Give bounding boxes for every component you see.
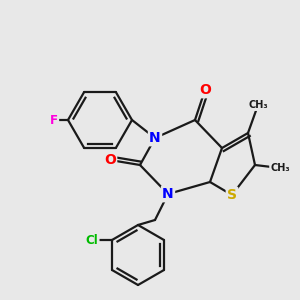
Text: O: O (104, 153, 116, 167)
Text: S: S (227, 188, 237, 202)
Text: CH₃: CH₃ (248, 100, 268, 110)
Text: CH₃: CH₃ (270, 163, 290, 173)
Text: F: F (50, 113, 58, 127)
Text: O: O (199, 83, 211, 97)
Text: N: N (162, 187, 174, 201)
Text: Cl: Cl (85, 233, 98, 247)
Text: N: N (149, 131, 161, 145)
